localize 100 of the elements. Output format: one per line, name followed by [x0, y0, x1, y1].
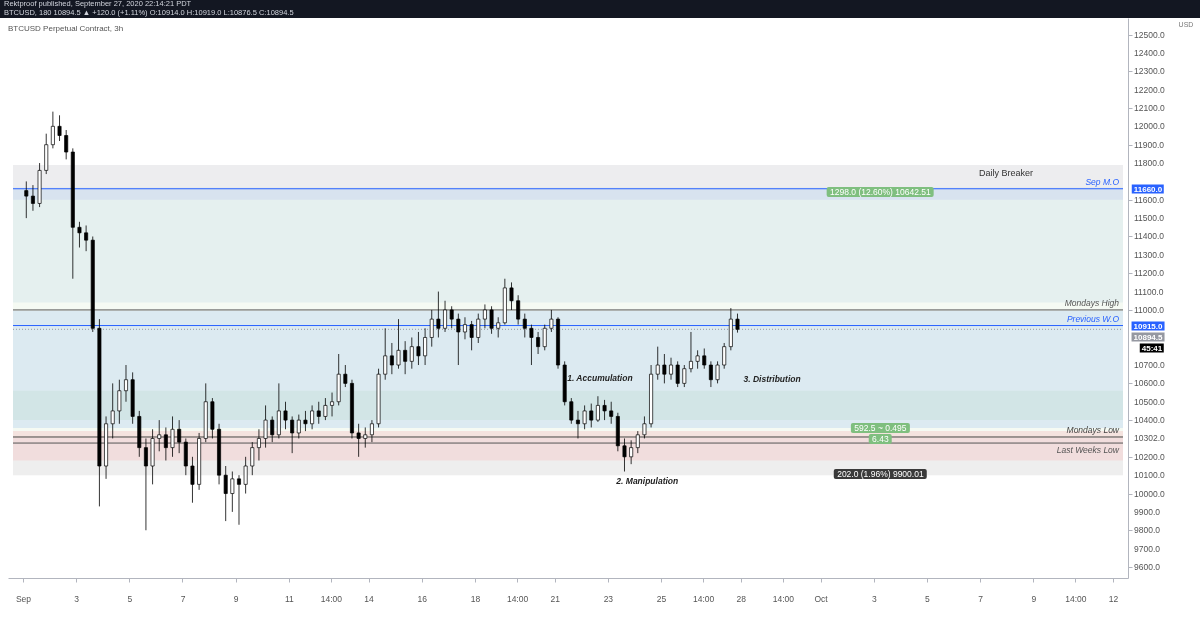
- y-tick-label: 10302.0: [1134, 433, 1165, 444]
- y-tick-label: 10500.0: [1134, 396, 1165, 407]
- candlestick: [576, 410, 580, 439]
- candlestick: [243, 456, 248, 494]
- annotation: 592.5 ~ 0.495: [851, 423, 910, 433]
- candlestick: [310, 405, 315, 430]
- candlestick: [64, 129, 69, 160]
- candlestick: [270, 416, 275, 443]
- x-tick-label: Sep: [15, 593, 32, 604]
- x-tick-label: 5: [925, 593, 931, 604]
- candlestick: [403, 340, 408, 375]
- candlestick: [223, 465, 228, 522]
- x-tick-label: 14:00: [1065, 593, 1087, 604]
- candlestick: [463, 316, 467, 340]
- candlestick: [110, 382, 115, 439]
- x-tick-label: 14:00: [772, 593, 795, 604]
- candlestick: [190, 456, 195, 504]
- x-tick-label: 16: [417, 593, 428, 604]
- candlestick: [496, 316, 501, 338]
- y-tick-label: 9800.0: [1134, 525, 1161, 536]
- x-tick-label: 11: [284, 593, 295, 604]
- x-tick-label: 14: [364, 593, 375, 604]
- candlestick: [389, 342, 394, 375]
- candlestick: [609, 401, 614, 425]
- y-tick-label: 10200.0: [1134, 451, 1165, 462]
- y-tick-label: 12000.0: [1134, 121, 1165, 132]
- candlestick: [695, 349, 700, 370]
- x-tick-label: 9: [1031, 593, 1037, 604]
- y-tick-label: 11000.0: [1134, 304, 1165, 315]
- candlestick: [84, 225, 89, 252]
- y-tick-label: 11300.0: [1134, 249, 1165, 260]
- candlestick: [655, 346, 660, 381]
- candlestick: [237, 474, 241, 526]
- ref-line-label: Previous W.O: [1066, 313, 1120, 324]
- candlestick: [369, 419, 374, 443]
- candlestick: [436, 291, 441, 338]
- candlestick: [276, 382, 281, 439]
- y-tick-label: 11400.0: [1134, 231, 1165, 242]
- y-tick-label: 11100.0: [1134, 286, 1164, 297]
- y-tick-label: 9900.0: [1134, 506, 1161, 517]
- y-tick-label: 12100.0: [1134, 102, 1165, 113]
- y-tick-label: 11900.0: [1134, 139, 1165, 150]
- candlestick: [383, 327, 388, 381]
- candlestick: [689, 331, 693, 373]
- y-tick-label: 10600.0: [1134, 378, 1165, 389]
- y-tick-label: 9700.0: [1134, 543, 1161, 554]
- y-tick-label: 12400.0: [1134, 47, 1165, 58]
- y-tick-label: 11600.0: [1134, 194, 1165, 205]
- x-tick-label: 7: [978, 593, 984, 604]
- candlestick: [722, 342, 727, 370]
- candlestick: [482, 304, 487, 329]
- candlestick: [77, 221, 82, 248]
- candlestick: [602, 399, 607, 421]
- annotation: 2. Manipulation: [616, 476, 679, 486]
- x-tick-label: 7: [180, 593, 186, 604]
- candlestick: [283, 401, 288, 430]
- y-tick-label: 10700.0: [1134, 360, 1165, 371]
- candlestick: [124, 364, 128, 403]
- candlestick: [589, 403, 594, 428]
- candlestick: [183, 438, 188, 476]
- y-tick-label: 11500.0: [1134, 213, 1165, 224]
- candlestick: [24, 181, 29, 219]
- candlestick: [117, 379, 122, 425]
- candlestick: [549, 309, 554, 333]
- annotation: 6.43: [869, 434, 892, 444]
- candlestick: [469, 320, 474, 351]
- candlestick: [290, 416, 295, 454]
- x-tick-label: 23: [603, 593, 614, 604]
- candlestick: [662, 353, 667, 384]
- candlestick: [522, 313, 527, 338]
- x-tick-label: 9: [233, 593, 239, 604]
- x-tick-label: 18: [470, 593, 481, 604]
- candlestick: [675, 360, 680, 388]
- candlestick: [489, 305, 494, 335]
- x-tick-label: 3: [74, 593, 80, 604]
- candlestick: [582, 405, 587, 430]
- annotation: 1. Accumulation: [567, 373, 633, 383]
- x-tick-label: 14:00: [693, 593, 715, 604]
- annotation: 3. Distribution: [743, 374, 801, 384]
- y-tick-label: 10000.0: [1134, 488, 1165, 499]
- candlestick: [635, 430, 640, 454]
- text: 45:41: [1139, 343, 1165, 353]
- x-tick-label: 28: [736, 593, 747, 604]
- candlestick: [702, 348, 707, 370]
- candlestick: [516, 294, 521, 326]
- candlestick: [682, 364, 687, 388]
- candlestick: [256, 428, 261, 461]
- candlestick: [536, 331, 541, 355]
- x-tick-label: 12: [1108, 593, 1119, 604]
- y-tick-label: 11200.0: [1134, 268, 1165, 279]
- text: 11660.0: [1131, 184, 1165, 194]
- candlestick: [476, 313, 481, 344]
- ref-line-label: Mondays High: [1064, 297, 1120, 308]
- text: BTCUSD Perpetual Contract, 3h: [8, 24, 124, 33]
- candlestick: [715, 360, 720, 384]
- candlestick: [57, 114, 62, 142]
- candlestick: [296, 414, 301, 439]
- x-tick-label: 14:00: [320, 593, 343, 604]
- y-tick-label: 10100.0: [1134, 470, 1165, 481]
- candlestick: [356, 423, 361, 458]
